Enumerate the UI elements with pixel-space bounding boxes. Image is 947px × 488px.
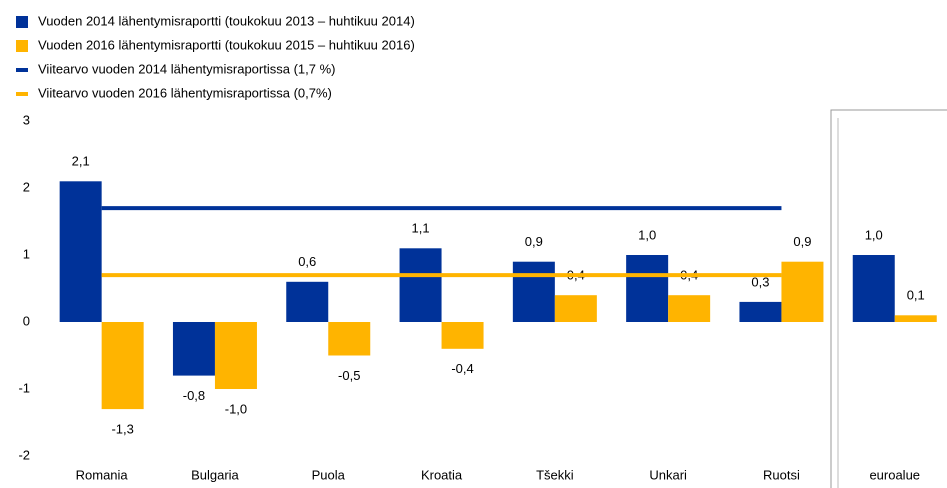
- bar: [59, 181, 102, 322]
- euro-area-frame: [830, 109, 947, 488]
- data-label: 0,9: [793, 234, 811, 249]
- x-tick-label: Romania: [76, 467, 129, 482]
- bar: [399, 248, 442, 322]
- data-label: 0,1: [907, 288, 925, 303]
- y-tick-label: 1: [23, 246, 30, 261]
- bar: [214, 322, 257, 389]
- data-label: -0,5: [338, 368, 360, 383]
- bar: [668, 295, 711, 322]
- bar: [894, 315, 937, 322]
- x-tick-label: Tšekki: [536, 467, 574, 482]
- data-label: -0,8: [183, 388, 205, 403]
- bar: [441, 322, 484, 349]
- x-tick-label: Kroatia: [421, 467, 463, 482]
- bar: [286, 281, 329, 322]
- x-tick-label: Unkari: [649, 467, 687, 482]
- data-label: -1,0: [225, 401, 247, 416]
- bar: [739, 301, 782, 322]
- x-tick-label: Ruotsi: [763, 467, 800, 482]
- legend-swatch: [16, 40, 28, 52]
- y-tick-label: -1: [18, 380, 30, 395]
- data-label: 0,3: [751, 274, 769, 289]
- data-label: -0,4: [451, 361, 473, 376]
- legend-swatch: [16, 16, 28, 28]
- data-label: 2,1: [72, 154, 90, 169]
- bar: [101, 322, 144, 410]
- bar: [554, 295, 597, 322]
- y-tick-label: 2: [23, 179, 30, 194]
- data-label: 1,1: [412, 221, 430, 236]
- data-label: -1,3: [111, 422, 133, 437]
- x-tick-label: Bulgaria: [191, 467, 239, 482]
- data-label: 1,0: [865, 227, 883, 242]
- x-tick-label: Puola: [312, 467, 346, 482]
- data-label: 0,6: [298, 254, 316, 269]
- bar: [172, 322, 215, 376]
- legend-label: Vuoden 2014 lähentymisraportti (toukokuu…: [38, 13, 415, 28]
- y-tick-label: -2: [18, 447, 30, 462]
- y-tick-label: 3: [23, 112, 30, 127]
- legend-label: Viitearvo vuoden 2014 lähentymisraportis…: [38, 61, 335, 76]
- legend-label: Vuoden 2016 lähentymisraportti (toukokuu…: [38, 37, 415, 52]
- x-tick-label: euroalue: [869, 467, 920, 482]
- data-label: 0,9: [525, 234, 543, 249]
- bar: [781, 261, 824, 322]
- data-label: 1,0: [638, 227, 656, 242]
- bar: [328, 322, 371, 356]
- bar: [512, 261, 555, 322]
- bar: [852, 255, 895, 322]
- legend-label: Viitearvo vuoden 2016 lähentymisraportis…: [38, 85, 332, 100]
- y-tick-label: 0: [23, 313, 30, 328]
- bar: [626, 255, 669, 322]
